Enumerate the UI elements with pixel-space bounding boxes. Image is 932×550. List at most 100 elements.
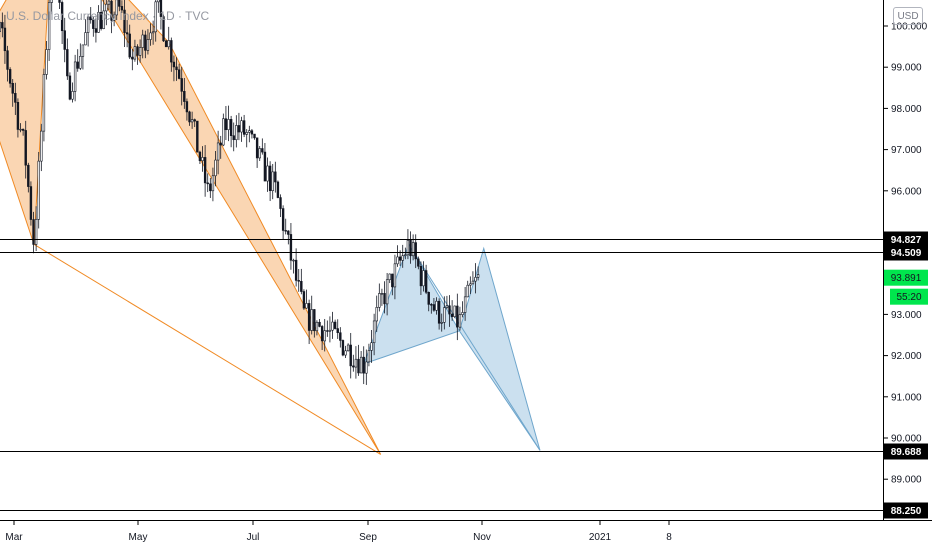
candle [417,256,420,270]
candle [349,332,352,379]
candle [42,68,46,142]
candle [183,77,186,109]
candle [326,320,329,337]
candle [328,316,332,343]
candle [120,0,124,13]
candle [24,120,27,179]
candle [172,55,176,82]
level-badge-label: 94.827 [891,235,922,246]
candle [180,66,183,106]
candle [193,118,196,128]
x-tick-label: Jul [247,532,260,543]
price-axis[interactable]: 100.000 99.000 98.000 97.000 96.000 93.000 92.… [884,22,928,486]
candle [32,211,35,254]
candle [302,289,306,310]
candle [27,162,30,193]
candle [214,150,217,187]
candle [370,330,373,363]
y-tick-label: 97.000 [891,145,922,156]
candle [133,39,137,62]
candle [229,115,233,148]
candle [177,63,181,80]
candle [445,295,449,310]
candle [58,0,61,10]
candle [476,266,480,281]
candle [443,296,446,330]
candle [336,319,339,339]
candle [250,129,254,139]
candle [419,261,423,295]
candle [211,167,215,202]
candle [29,181,33,226]
level-badge-88.250 [884,502,928,519]
candle [97,5,100,33]
candle [1,12,4,38]
candle [375,295,378,332]
candle [466,280,469,298]
candle [47,0,51,61]
candle [16,98,20,138]
candle [261,138,264,155]
candle [474,263,477,294]
orange-harmonic-pattern-bcd[interactable] [53,0,382,455]
candle [422,261,425,292]
candle [385,272,389,316]
candle [320,325,324,351]
candle [294,248,298,287]
candle [81,44,85,70]
candle [6,45,9,82]
candle [149,23,152,46]
candle [393,254,397,300]
level-badge-label: 89.688 [891,447,922,458]
candle [450,300,454,321]
candle [89,7,92,24]
x-tick-label: 2021 [589,532,612,543]
candle [271,163,274,200]
candle [242,114,246,138]
blue-harmonic-pattern-bcd[interactable] [458,246,541,451]
candle [123,0,126,47]
y-tick-label: 99.000 [891,63,922,74]
candle [258,146,261,162]
chart-title: U.S. Dollar Currency Index · 1D · TVC [6,9,210,23]
candle [235,115,238,148]
candle [268,161,272,202]
y-tick-label: 100.000 [891,22,928,33]
candle [411,234,415,261]
candle [21,128,25,136]
horizontal-levels[interactable] [0,239,883,511]
candle [404,247,407,260]
candle [424,264,428,295]
candle [263,143,267,182]
candle [66,38,69,80]
candle [196,120,199,153]
currency-button[interactable]: USD [893,7,923,25]
candle [456,293,459,341]
candle [92,16,95,37]
candle [94,17,98,43]
candle [471,271,475,285]
current-price-badge [884,269,928,286]
price-candles [0,0,480,385]
candle [154,0,157,42]
time-axis[interactable]: Mar May Jul Sep Nov 2021 8 [5,520,672,543]
candle [292,258,295,274]
candle [112,11,116,27]
candle [469,276,472,295]
candle [362,346,365,385]
candle [331,311,334,339]
candle [73,54,77,102]
candle [105,0,108,26]
y-tick-label: 93.000 [891,310,922,321]
candle [448,295,451,327]
candle [115,0,118,21]
candle [190,111,194,129]
candle [224,106,228,140]
candle [50,0,53,15]
candle [367,343,371,367]
level-badge-89.688 [884,443,928,460]
candle [432,297,436,312]
candle [0,20,1,40]
candle [40,123,43,172]
